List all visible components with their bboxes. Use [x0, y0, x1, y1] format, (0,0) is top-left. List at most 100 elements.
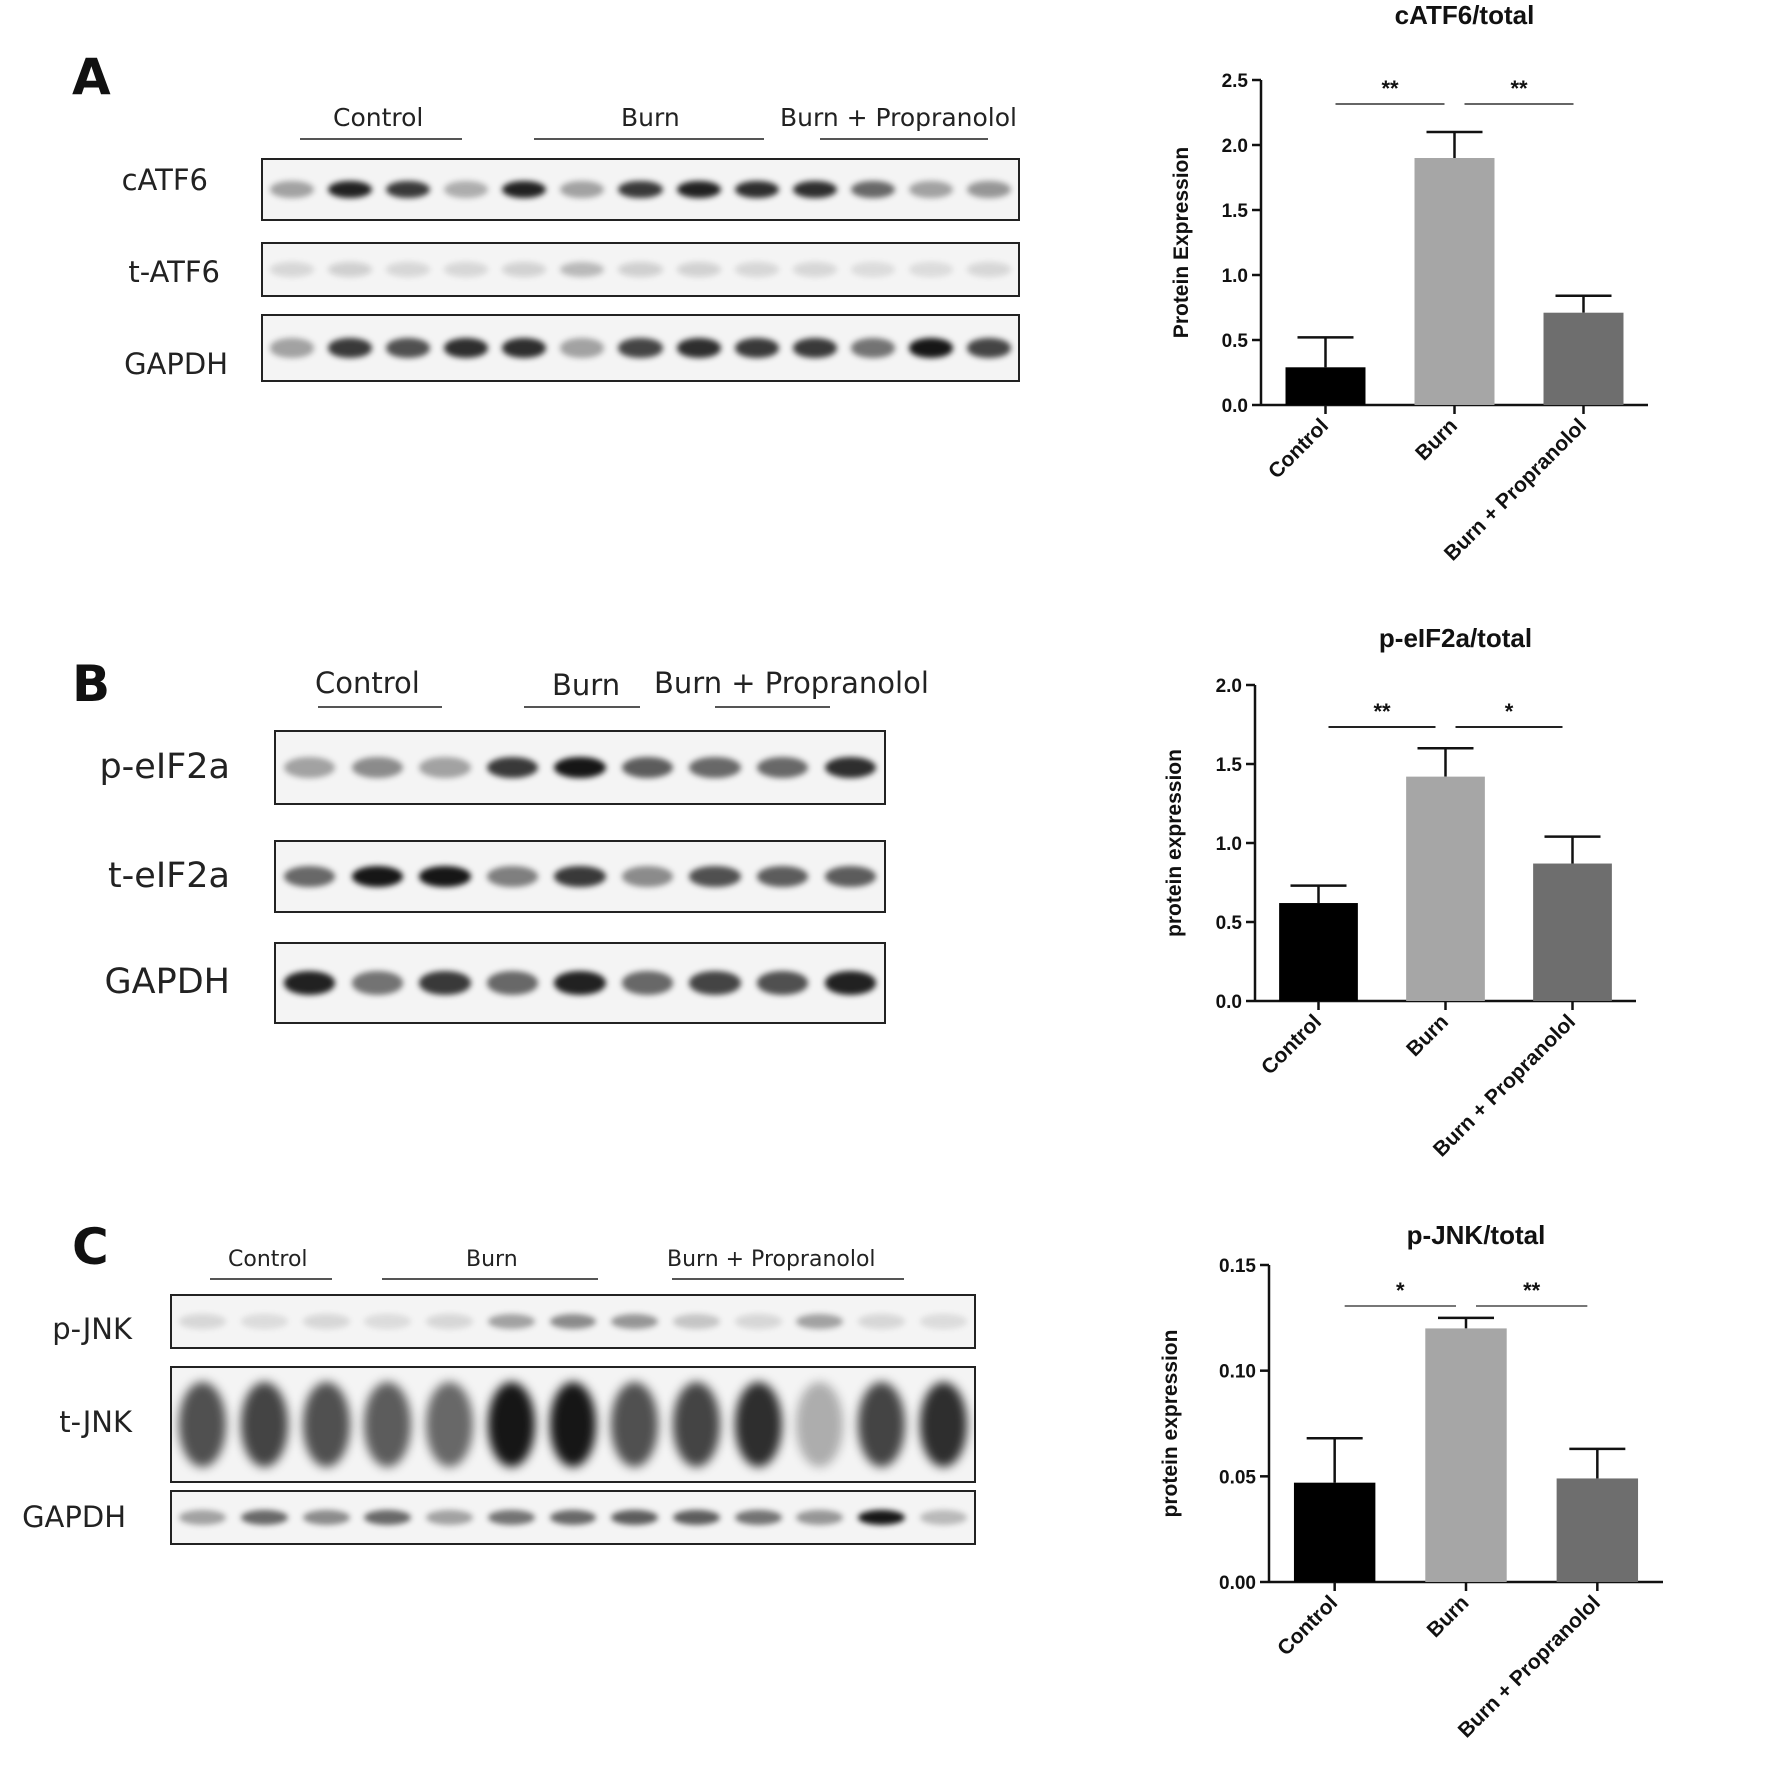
x-tick-label: Control	[1273, 1591, 1342, 1660]
blot-group-label: Burn + Propranolol	[654, 666, 929, 700]
blot-band	[676, 180, 721, 199]
blot-band	[554, 971, 606, 995]
blot-band	[328, 180, 373, 199]
blot-band	[966, 261, 1012, 278]
chart-catf6: cATF6/total 0.0 0.5 1.0 1.5 2.0 2.5 Protein Exp…	[1170, 0, 1648, 565]
blot-band	[284, 756, 336, 779]
significance-label: **	[1381, 76, 1399, 101]
y-tick-label: 1.0	[1222, 266, 1248, 287]
y-axis-label: Protein Expression	[1170, 147, 1193, 338]
y-tick-label: 0.0	[1222, 396, 1248, 417]
group-underline	[300, 138, 462, 140]
y-tick-label: 1.5	[1222, 201, 1249, 222]
x-tick-label: Burn	[1411, 414, 1462, 465]
bar	[1556, 1478, 1639, 1582]
blot-strip	[274, 942, 886, 1024]
blot-band	[908, 338, 953, 358]
blot-band	[756, 756, 809, 779]
blot-band	[792, 180, 837, 199]
blot-band	[611, 1509, 659, 1526]
blot-band	[444, 338, 489, 358]
blot-band	[756, 971, 809, 995]
blot-band	[734, 1313, 782, 1330]
blot-band	[858, 1382, 905, 1467]
blot-band	[792, 261, 837, 278]
blot-band	[824, 866, 876, 887]
y-tick-label: 0.15	[1219, 1256, 1256, 1277]
blot-band	[689, 971, 741, 995]
x-tick-label: Burn + Propranolol	[1454, 1591, 1605, 1742]
significance-label: **	[1523, 1278, 1541, 1303]
bar	[1543, 312, 1624, 405]
blot-band	[824, 971, 876, 995]
blot-row-label: GAPDH	[104, 962, 230, 1002]
blot-group-label: Burn + Propranolol	[780, 103, 1017, 132]
blot-band	[824, 756, 876, 779]
blot-group-label: Control	[333, 103, 424, 132]
blot-band	[241, 1382, 288, 1467]
blot-group-label: Burn	[552, 668, 621, 702]
blot-band	[549, 1313, 597, 1330]
blot-band	[487, 1313, 535, 1330]
blot-band	[549, 1509, 597, 1526]
blot-band	[734, 1382, 782, 1467]
blot-strip	[261, 242, 1020, 297]
blot-strip	[170, 1366, 976, 1483]
blot-band	[419, 971, 471, 995]
blot-band	[554, 756, 606, 779]
blot-band	[269, 180, 315, 199]
blot-band	[850, 261, 895, 278]
bar	[1279, 903, 1358, 1001]
blot-band	[734, 180, 779, 199]
bar	[1406, 776, 1485, 1001]
blot-band	[554, 866, 606, 887]
blot-band	[364, 1313, 412, 1330]
blot-band	[502, 180, 547, 199]
blot-group-label: Burn + Propranolol	[667, 1247, 876, 1272]
blot-band	[672, 1509, 720, 1526]
bar	[1414, 158, 1495, 405]
y-tick-label: 2.0	[1216, 676, 1242, 697]
blot-band	[486, 756, 539, 779]
y-tick-label: 2.0	[1222, 136, 1248, 157]
blot-band	[241, 1313, 288, 1330]
x-tick-label: Control	[1264, 414, 1333, 483]
chart-pjnk: p-JNK/total 0.00 0.05 0.10 0.15 protein expre…	[1159, 1220, 1663, 1742]
blot-row-label: cATF6	[121, 163, 208, 197]
blot-band	[618, 180, 663, 199]
bar	[1293, 1482, 1376, 1582]
x-tick-label: Control	[1257, 1010, 1326, 1079]
blot-band	[858, 1509, 905, 1526]
blot-band	[850, 338, 895, 358]
blot-band	[426, 1313, 474, 1330]
y-tick-label: 2.5	[1222, 71, 1249, 92]
blot-band	[672, 1382, 720, 1467]
y-axis-label: protein expression	[1159, 1330, 1182, 1518]
blot-band	[618, 261, 663, 278]
y-tick-label: 0.0	[1216, 992, 1242, 1013]
blot-row-label: p-JNK	[52, 1312, 132, 1346]
group-underline	[524, 706, 640, 708]
blot-band	[486, 971, 539, 995]
blot-band	[796, 1313, 844, 1330]
blot-band	[792, 338, 837, 358]
blot-strip	[170, 1294, 976, 1349]
blot-row-label: p-eIF2a	[99, 747, 230, 787]
blot-band	[364, 1509, 412, 1526]
x-tick-label: Burn + Propranolol	[1429, 1010, 1580, 1161]
blot-band	[179, 1382, 227, 1467]
blot-band	[269, 338, 315, 358]
blot-band	[621, 866, 674, 887]
blot-band	[908, 261, 953, 278]
chart-title: cATF6/total	[1395, 0, 1535, 30]
group-underline	[820, 138, 988, 140]
blot-band	[241, 1509, 288, 1526]
group-underline	[210, 1278, 332, 1280]
blot-band	[487, 1509, 535, 1526]
blot-strip	[170, 1490, 976, 1545]
blot-row-label: GAPDH	[22, 1500, 126, 1534]
blot-band	[419, 756, 471, 779]
y-tick-label: 0.00	[1219, 1573, 1256, 1594]
blot-band	[302, 1313, 350, 1330]
blot-band	[364, 1382, 412, 1467]
